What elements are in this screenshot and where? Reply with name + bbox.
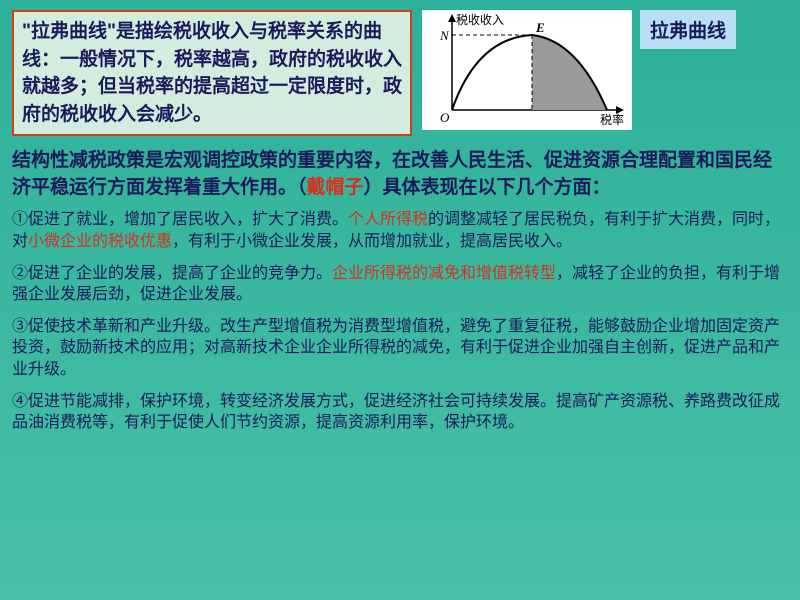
axis-x-label: 税率 [600,112,624,127]
points-container: ①促进了就业，增加了居民收入，扩大了消费。个人所得税的调整减轻了居民税负，有利于… [12,209,788,433]
peak-label: E [535,20,545,35]
intro-suffix: ）具体表现在以下几个方面： [364,177,611,198]
origin-label: O [440,110,450,125]
chart-area: 税收收入 税率 O N E 拉弗曲线 [422,10,736,136]
laffer-curve-svg: 税收收入 税率 O N E [422,10,632,130]
intro-red: 戴帽子 [307,177,364,198]
definition-text: "拉弗曲线"是描绘税收收入与税率关系的曲线：一般情况下，税率越高，政府的税收收入… [22,21,402,125]
point-1: ①促进了就业，增加了居民收入，扩大了消费。个人所得税的调整减轻了居民税负，有利于… [12,209,788,252]
point-4: ④促进节能减排，保护环境，转变经济发展方式，促进经济社会可持续发展。提高矿产资源… [12,391,788,434]
laffer-chart: 税收收入 税率 O N E [422,10,632,130]
chart-title-label: 拉弗曲线 [640,10,736,49]
y-marker-label: N [439,28,450,43]
point-2: ②促进了企业的发展，提高了企业的竞争力。企业所得税的减免和增值税转型，减轻了企业… [12,263,788,306]
point-3: ③促使技术革新和产业升级。改生产型增值税为消费型增值税，避免了重复征税，能够鼓励… [12,316,788,381]
body-section: 结构性减税政策是宏观调控政策的重要内容，在改善人民生活、促进资源合理配置和国民经… [0,144,800,434]
axis-y-label: 税收收入 [456,13,504,27]
definition-box: "拉弗曲线"是描绘税收收入与税率关系的曲线：一般情况下，税率越高，政府的税收收入… [12,10,412,136]
top-section: "拉弗曲线"是描绘税收收入与税率关系的曲线：一般情况下，税率越高，政府的税收收入… [0,0,800,144]
intro-paragraph: 结构性减税政策是宏观调控政策的重要内容，在改善人民生活、促进资源合理配置和国民经… [12,148,788,201]
